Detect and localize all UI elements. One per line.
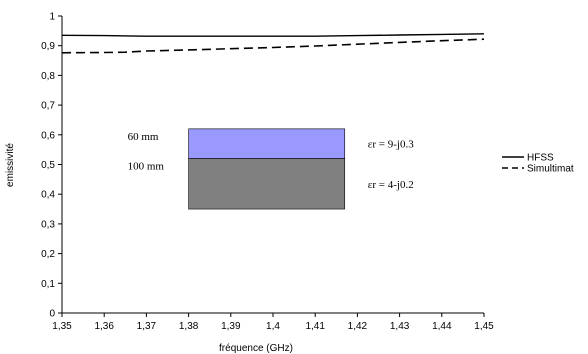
- x-tick-label: 1,44: [432, 321, 452, 332]
- series-line-hfss: [61, 33, 485, 37]
- layer-block: [188, 128, 346, 159]
- legend-label: Simultimat: [527, 164, 574, 175]
- x-tick-label: 1,42: [348, 321, 368, 332]
- y-axis-ticks: 0 0,1 0,2 0,3 0,4 0,5 0,6 0,7 0,8 0,9 1: [41, 12, 62, 320]
- x-tick-label: 1,41: [305, 321, 325, 332]
- y-tick-label: 0,7: [41, 101, 55, 112]
- x-axis-ticks: 1,35 1,36 1,37 1,38 1,39 1,4 1,41 1,42 1,43 1,44 1…: [52, 313, 494, 332]
- x-tick-label: 1,38: [179, 321, 199, 332]
- layer-permittivity-label: εr = 4-j0.2: [368, 179, 414, 191]
- x-tick-label: 1,37: [137, 321, 157, 332]
- x-tick-label: 1,45: [474, 321, 494, 332]
- x-axis-label: fréquence (GHz): [219, 343, 293, 354]
- series-line-simultimat: [61, 38, 485, 54]
- x-tick-label: 1,35: [52, 321, 72, 332]
- y-tick-label: 0,8: [41, 71, 55, 82]
- layer-thickness-label: 60 mm: [128, 131, 159, 143]
- layer-block: [188, 158, 346, 210]
- y-tick-label: 0,5: [41, 160, 55, 171]
- legend-label: HFSS: [527, 153, 554, 164]
- layer-thickness-label: 100 mm: [128, 161, 165, 173]
- y-tick-label: 0: [49, 309, 55, 320]
- y-tick-label: 1: [49, 12, 55, 23]
- y-tick-label: 0,9: [41, 41, 55, 52]
- series-lines: [61, 33, 485, 54]
- layer-permittivity-label: εr = 9-j0.3: [368, 139, 414, 151]
- y-tick-label: 0,2: [41, 249, 55, 260]
- x-tick-label: 1,39: [221, 321, 241, 332]
- layer-inset: 60 mm εr = 9-j0.3 100 mm εr = 4-j0.2: [128, 128, 414, 210]
- y-tick-label: 0,1: [41, 279, 55, 290]
- y-axis-label: emissivité: [5, 143, 16, 187]
- y-tick-label: 0,4: [41, 190, 55, 201]
- x-tick-label: 1,36: [94, 321, 114, 332]
- y-tick-label: 0,3: [41, 219, 55, 230]
- x-tick-label: 1,4: [266, 321, 280, 332]
- x-tick-label: 1,43: [390, 321, 410, 332]
- y-tick-label: 0,6: [41, 130, 55, 141]
